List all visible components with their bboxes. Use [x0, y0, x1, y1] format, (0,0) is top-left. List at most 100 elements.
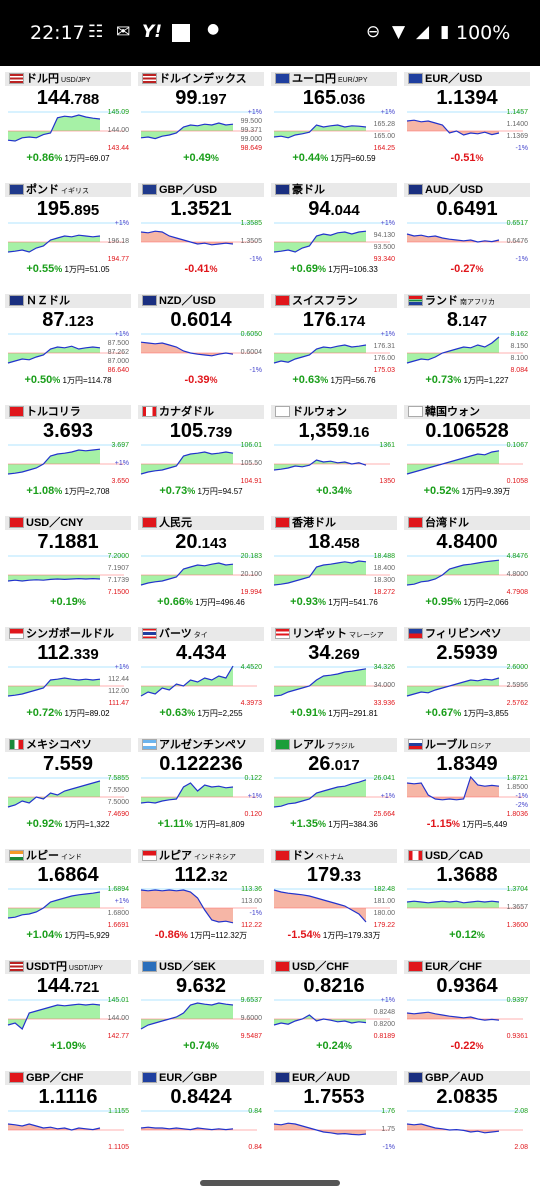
- tick-label: 4.7908: [507, 589, 529, 596]
- price-major: 179: [306, 864, 341, 886]
- change: +0.74%: [183, 1040, 219, 1052]
- price-minor: .458: [330, 535, 360, 552]
- currency-sub: イギリス: [59, 188, 89, 195]
- rate-tile[interactable]: EUR／AUD 1.7553 1.76 1.75 -1%: [271, 1065, 397, 1165]
- rate-tile[interactable]: 香港ドル 18.458 18.488 18.400 18.300 18.272 +0.93%…: [271, 510, 397, 610]
- change: -0.86% 1万円=112.32万: [154, 929, 248, 941]
- change: +0.24%: [316, 1040, 352, 1052]
- tick-label: +1%: [115, 460, 129, 467]
- tick-label: 3.697: [111, 442, 129, 449]
- rate-tile[interactable]: GBP／AUD 2.0835 2.08 2.08: [404, 1065, 530, 1165]
- tick-label: 9.5487: [241, 1033, 263, 1040]
- tick-label: 20.183: [241, 553, 263, 560]
- rate-tile[interactable]: USD／SEK 9.632 9.6537 9.6000 9.5487 +0.74%: [138, 954, 264, 1054]
- rate-tile[interactable]: ルピー インド 1.6864 1.6894 +1% 1.6800 1.6691 +1.04%…: [5, 843, 131, 943]
- rate-tile[interactable]: リンギット マレーシア 34.269 34.326 34.000 33.936 +0.91…: [271, 621, 397, 721]
- rate-tile[interactable]: EUR／USD 1.1394 1.1457 1.1400 1.1369 -1% -0.51%: [404, 66, 530, 166]
- tile-header: GBP／AUD: [404, 1071, 530, 1085]
- rate-tile[interactable]: ユーロ円 EUR/JPY 165.036 +1% 165.28 165.00 164.25…: [271, 66, 397, 166]
- change-percent: -0.39: [184, 374, 210, 386]
- tick-label: -1%: [250, 367, 262, 374]
- rate-tile[interactable]: 台湾ドル 4.8400 4.8476 4.8000 4.7908 +0.95% 1万円=2…: [404, 510, 530, 610]
- change: +0.67% 1万円=3,855: [425, 707, 509, 719]
- rate-tile[interactable]: ドン ベトナム 179.33 182.48 181.00 180.00 179.22 -1.…: [271, 843, 397, 943]
- rate-tile[interactable]: 人民元 20.143 20.183 20.100 19.994 +0.66% 1万円=49…: [138, 510, 264, 610]
- rate-tile[interactable]: ＮＺドル 87.123 +1% 87.500 87.262 87.000 86.640 +0.…: [5, 288, 131, 388]
- currency-name: GBP／AUD: [425, 1072, 484, 1084]
- rate-tile[interactable]: バーツ タイ 4.434 4.4520 4.3973 +0.63% 1万円=2,255: [138, 621, 264, 721]
- price: 112.339: [5, 642, 131, 665]
- rate-tile[interactable]: USDT円 USDT/JPY 144.721 145.01 144.00 142.77 +…: [5, 954, 131, 1054]
- rate-tile[interactable]: USD／CHF 0.8216 +1% 0.8248 0.8200 0.8189 +0.24%: [271, 954, 397, 1054]
- change: +0.50% 1万円=114.78: [24, 374, 112, 386]
- flag-icon: [9, 295, 24, 306]
- tile-header: EUR／CHF: [404, 960, 530, 974]
- rate-tile[interactable]: EUR／GBP 0.8424 0.84 0.84: [138, 1065, 264, 1165]
- tick-label: 164.25: [374, 145, 396, 152]
- currency-name: USD／CHF: [292, 961, 349, 973]
- sparkline-line: [140, 1002, 234, 1030]
- rate-tile[interactable]: トルコリラ 3.693 3.697 +1% 3.650 +1.08% 1万円=2,708: [5, 399, 131, 499]
- currency-name: シンガポールドル: [26, 628, 114, 640]
- tick-label: 0.6004: [241, 349, 263, 356]
- price-major: 112: [37, 642, 70, 664]
- rate-tile[interactable]: フィリピンペソ 2.5939 2.6000 2.5956 2.5762 +0.67% 1万…: [404, 621, 530, 721]
- rate-tile[interactable]: ランド 南アフリカ 8.147 8.162 8.150 8.100 8.084 +0.73%…: [404, 288, 530, 388]
- price-major: 2.5939: [436, 642, 498, 664]
- tile-header: トルコリラ: [5, 405, 131, 419]
- tick-label: 7.1907: [108, 565, 130, 572]
- tile-header: バーツ タイ: [138, 627, 264, 641]
- tile-header: EUR／GBP: [138, 1071, 264, 1085]
- sparkline-chart: +1% 112.44 112.00 111.47: [7, 664, 129, 707]
- rate-tile[interactable]: USD／CAD 1.3688 1.3704 1.3657 1.3600 +0.12%: [404, 843, 530, 943]
- rate-tile[interactable]: スイスフラン 176.174 +1% 176.31 176.00 175.03 +0.63%…: [271, 288, 397, 388]
- rate-tile[interactable]: ポンド イギリス 195.895 +1% 196.18 194.77 +0.55% 1万円…: [5, 177, 131, 277]
- sparkline-chart: 1.76 1.75 -1%: [273, 1108, 395, 1151]
- sparkline-area: [407, 560, 499, 585]
- price-major: 0.106528: [425, 420, 509, 442]
- sparkline-chart: +1% 196.18 194.77: [7, 220, 129, 263]
- sparkline-line: [7, 780, 101, 808]
- tick-label: 182.48: [374, 886, 396, 893]
- rate-tile[interactable]: GBP／USD 1.3521 1.3585 1.3505 -1% -0.41%: [138, 177, 264, 277]
- rate-tile[interactable]: ルーブル ロシア 1.8349 1.8721 1.8500 -1% -2% 1.8036 -1…: [404, 732, 530, 832]
- flag-icon: [142, 628, 157, 639]
- tick-label: 1.1105: [108, 1144, 129, 1151]
- conversion-text: 1万円=541.76: [326, 598, 378, 607]
- home-gesture-bar[interactable]: [200, 1180, 340, 1186]
- currency-name: EUR／AUD: [292, 1072, 351, 1084]
- rate-tile[interactable]: メキシコペソ 7.559 7.5855 7.5500 7.5000 7.4690 +0.92…: [5, 732, 131, 832]
- rate-tile[interactable]: GBP／CHF 1.1116 1.1155 1.1105: [5, 1065, 131, 1165]
- sparkline-area: [8, 449, 100, 474]
- flag-icon: [9, 1072, 24, 1083]
- rate-tile[interactable]: NZD／USD 0.6014 0.6050 0.6004 -1% -0.39%: [138, 288, 264, 388]
- sparkline-line: [140, 230, 234, 246]
- currency-name: ポンド イギリス: [26, 184, 89, 196]
- rate-tile[interactable]: ドルウォン 1,359.16 1361 1350 +0.34%: [271, 399, 397, 499]
- rate-tile[interactable]: ルピア インドネシア 112.32 113.36 113.00 -1% 112.22 -0.…: [138, 843, 264, 943]
- rate-tile[interactable]: ドル円 USD/JPY 144.788 145.09 144.00 143.44 +0.8…: [5, 66, 131, 166]
- rate-tile[interactable]: AUD／USD 0.6491 0.6517 0.6476 -1% -0.27%: [404, 177, 530, 277]
- rate-tile[interactable]: シンガポールドル 112.339 +1% 112.44 112.00 111.47 +0.7…: [5, 621, 131, 721]
- rate-tile[interactable]: カナダドル 105.739 106.01 105.50 104.91 +0.73% 1万円…: [138, 399, 264, 499]
- change: +1.11% 1万円=81,809: [157, 818, 245, 830]
- tick-label: 1.1155: [108, 1108, 129, 1115]
- rate-tile[interactable]: 韓国ウォン 0.106528 0.1067 0.1058 +0.52% 1万円=9.39…: [404, 399, 530, 499]
- sparkline-line: [406, 1123, 500, 1134]
- rate-tile[interactable]: レアル ブラジル 26.017 26.041 +1% 25.664 +1.35% 1万円=…: [271, 732, 397, 832]
- tick-label: 3.650: [111, 478, 129, 485]
- tick-label: 0.9397: [507, 997, 529, 1004]
- tick-label: 112.22: [241, 922, 262, 929]
- rate-tile[interactable]: ドルインデックス 99.197 +1% 99.500 99.371 99.000 98.64…: [138, 66, 264, 166]
- sparkline-area: [8, 892, 100, 918]
- rate-tile[interactable]: EUR／CHF 0.9364 0.9397 0.9361 -0.22%: [404, 954, 530, 1054]
- rate-tile[interactable]: USD／CNY 7.1881 7.2000 7.1907 7.1739 7.1500 +0.…: [5, 510, 131, 610]
- change-percent: +0.55: [26, 263, 55, 275]
- tick-label: 1.1400: [507, 121, 529, 128]
- yahoo-icon: Y!: [142, 22, 163, 42]
- tick-label: 34.000: [374, 682, 396, 689]
- sparkline-area: [274, 345, 366, 363]
- sparkline-area: [274, 125, 366, 138]
- rate-tile[interactable]: アルゼンチンペソ 0.122236 0.122 +1% 0.120 +1.11% 1万円=…: [138, 732, 264, 832]
- rate-tile[interactable]: 豪ドル 94.044 +1% 94.130 93.500 93.340 +0.69% 1万円…: [271, 177, 397, 277]
